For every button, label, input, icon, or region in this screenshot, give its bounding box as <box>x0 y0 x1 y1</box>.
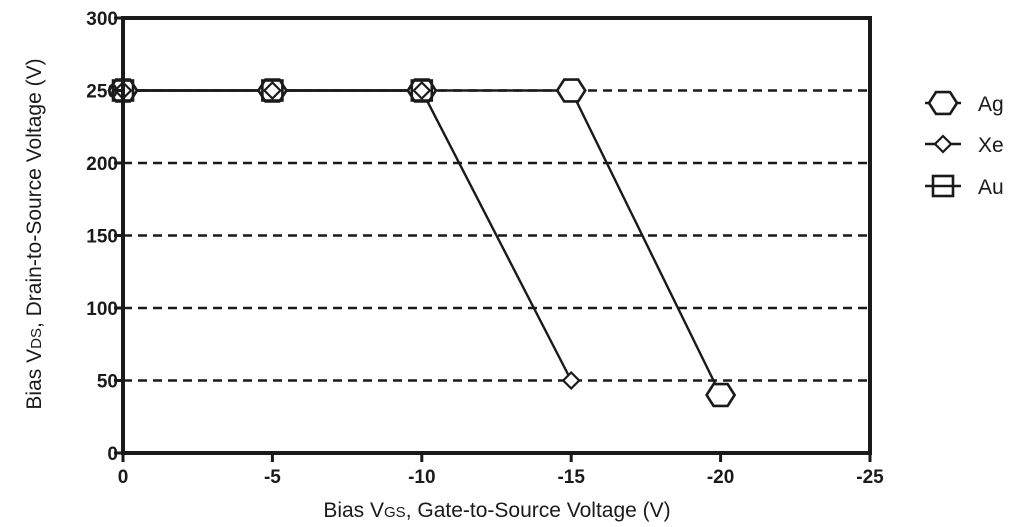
legend: Ag Xe Au <box>925 90 1004 199</box>
x-tick-label: -5 <box>264 467 281 488</box>
grid-lines <box>123 89 870 382</box>
series-line-ag <box>123 89 722 396</box>
y-tick-label: 0 <box>107 444 118 465</box>
data-point-ag <box>705 382 737 408</box>
data-point-au <box>410 79 434 102</box>
legend-item-ag: Ag <box>925 90 1004 116</box>
legend-marker-square <box>931 174 955 198</box>
series-markers <box>107 78 737 408</box>
y-tick-label: 50 <box>97 372 118 393</box>
legend-item-xe: Xe <box>925 134 1004 157</box>
y-tick-label: 300 <box>86 9 118 30</box>
x-tick-label: -15 <box>557 467 585 488</box>
data-point-xe <box>262 80 282 101</box>
x-tick-label: -25 <box>856 467 884 488</box>
data-point-ag <box>555 78 587 103</box>
x-axis-title: Bias VGS, Gate-to-Source Voltage (V) <box>323 499 670 522</box>
tick-labels: 0 -5 -10 -15 -20 -25 0 50 100 150 200 250 300 <box>86 9 884 488</box>
x-tick-label: -10 <box>408 467 435 488</box>
data-point-au <box>261 79 284 102</box>
x-tick-label: 0 <box>118 467 129 488</box>
data-point-xe <box>561 370 581 391</box>
legend-marker-diamond <box>933 134 953 154</box>
legend-marker-hexagon <box>927 90 959 116</box>
legend-label: Au <box>978 176 1004 199</box>
y-tick-label: 100 <box>86 299 118 320</box>
data-point-xe <box>412 80 432 101</box>
y-tick-label: 200 <box>86 154 118 175</box>
axis-ticks <box>114 16 872 462</box>
legend-label: Ag <box>978 93 1004 116</box>
y-tick-label: 250 <box>86 82 118 103</box>
y-axis-title: Bias VDS, Drain-to-Source Voltage (V) <box>23 58 46 409</box>
legend-label: Xe <box>978 134 1004 157</box>
series-lines <box>123 89 722 396</box>
legend-item-au: Au <box>925 174 1004 199</box>
x-tick-label: -20 <box>707 467 734 488</box>
y-tick-label: 150 <box>86 227 118 248</box>
